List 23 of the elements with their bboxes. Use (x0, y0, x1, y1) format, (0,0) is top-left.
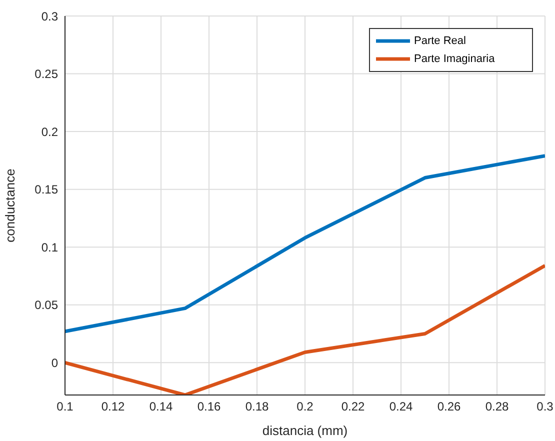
legend-label: Parte Real (414, 35, 466, 47)
y-tick-label: 0.05 (34, 298, 58, 312)
x-tick-label: 0.14 (149, 400, 173, 414)
x-tick-label: 0.26 (437, 400, 461, 414)
y-tick-label: 0.2 (41, 124, 58, 139)
y-tick-label: 0 (51, 356, 58, 370)
y-tick-label: 0.15 (34, 182, 58, 197)
y-tick-label: 0.25 (34, 67, 58, 82)
x-axis-title: distancia (mm) (262, 423, 348, 438)
y-axis-title: conductance (2, 168, 18, 242)
x-tick-label: 0.2 (296, 400, 314, 414)
x-tick-label: 0.28 (485, 400, 509, 414)
x-tick-label: 0.24 (389, 400, 413, 414)
y-tick-label: 0.1 (41, 240, 58, 254)
x-tick-label: 0.12 (101, 400, 125, 414)
legend-label: Parte Imaginaria (414, 53, 495, 65)
x-tick-label: 0.18 (245, 400, 269, 414)
line-series (65, 154, 545, 334)
y-tick-label: 0.3 (41, 9, 58, 24)
x-tick-label: 0.1 (56, 400, 74, 414)
x-tick-label: 0.3 (536, 400, 554, 414)
x-tick-label: 0.16 (197, 400, 221, 414)
x-tick-label: 0.22 (341, 400, 365, 414)
